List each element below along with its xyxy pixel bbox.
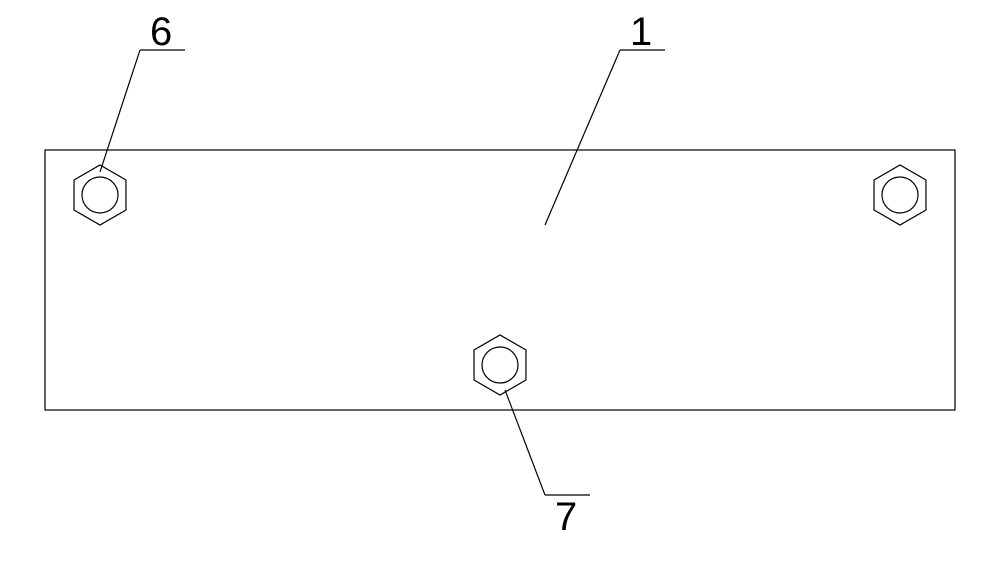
- bolt-top-left-circle: [82, 177, 118, 213]
- bolt-top-left: [74, 165, 126, 225]
- engineering-diagram: 6 1 7: [0, 0, 1000, 566]
- bolt-bottom-mid-circle: [482, 347, 518, 383]
- callout-1-leader: [545, 50, 620, 225]
- bolt-bottom-mid: [474, 335, 526, 395]
- bolt-top-right: [874, 165, 926, 225]
- plate-outline: [45, 150, 955, 410]
- callout-6: 6: [100, 10, 185, 172]
- callout-7-label: 7: [555, 495, 577, 539]
- callout-7-leader: [505, 390, 545, 495]
- bolt-top-right-circle: [882, 177, 918, 213]
- callout-7: 7: [505, 390, 590, 539]
- callout-1-label: 1: [630, 10, 652, 54]
- callout-1: 1: [545, 10, 665, 225]
- callout-6-leader: [100, 50, 140, 172]
- callout-6-label: 6: [150, 10, 172, 54]
